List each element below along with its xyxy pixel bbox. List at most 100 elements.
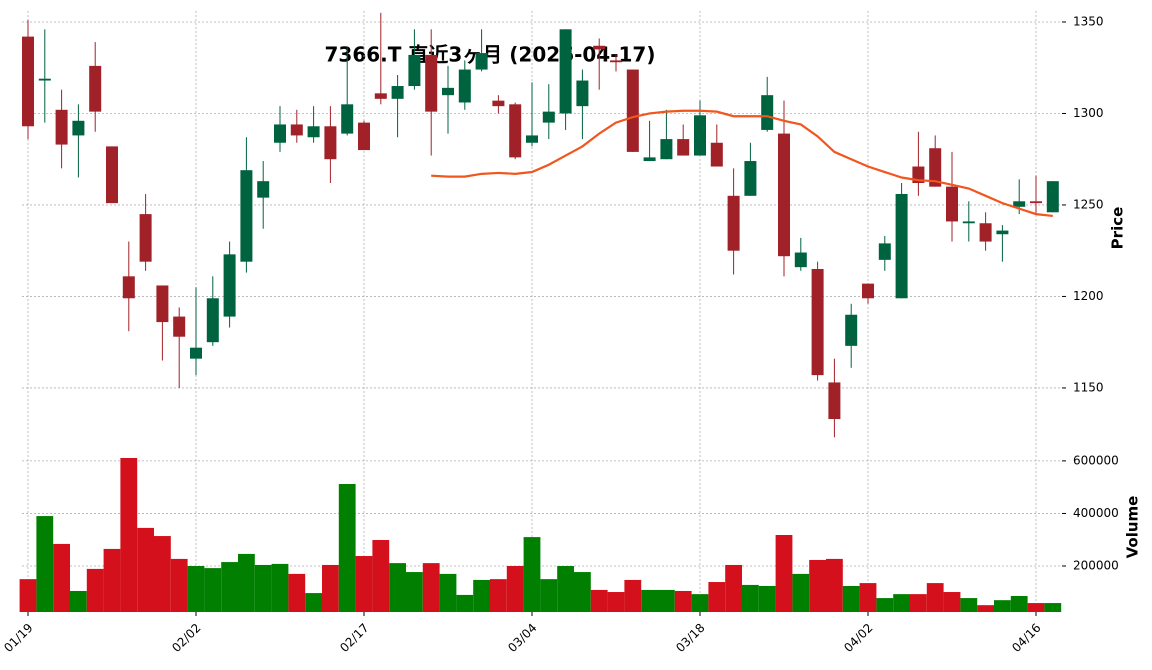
candle-body — [660, 139, 673, 160]
candle-body — [694, 115, 706, 156]
candle-body — [509, 104, 522, 158]
candle-body — [408, 54, 421, 87]
candle-body — [492, 100, 505, 107]
candle-body — [374, 93, 387, 99]
volume-bar — [758, 585, 776, 612]
candle-body — [358, 122, 370, 151]
candle-body — [761, 95, 774, 130]
y-tick-label: 1150 — [1073, 380, 1104, 394]
candle-body — [862, 283, 874, 299]
candle-body — [55, 109, 68, 145]
candle-body — [576, 80, 589, 107]
y-axis-label: Volume — [1124, 496, 1142, 559]
volume-bar — [103, 548, 121, 612]
candle-body — [1013, 201, 1026, 207]
candle-body — [22, 36, 34, 127]
y-tick-label: 1350 — [1073, 14, 1104, 28]
volume-bar — [876, 598, 894, 612]
candle-body — [996, 230, 1009, 235]
volume-bar — [288, 573, 306, 612]
volume-bar — [725, 564, 742, 612]
y-tick-label: 1200 — [1073, 289, 1104, 303]
candle-body — [442, 87, 454, 96]
candle-body — [895, 193, 908, 299]
chart-title: 7366.T 直近3ヶ月 (2026-04-17) — [325, 43, 656, 67]
volume-bar — [590, 589, 608, 612]
candle-body — [811, 269, 824, 376]
volume-bar — [893, 594, 910, 612]
volume-bar — [910, 594, 927, 612]
candle-body — [677, 139, 690, 156]
volume-bar — [826, 558, 843, 612]
volume-bar — [691, 594, 709, 612]
y-tick-label: 1250 — [1073, 197, 1104, 211]
volume-bar — [120, 457, 138, 612]
candle-body — [38, 78, 51, 81]
candle-body — [626, 69, 639, 152]
moving-average-line — [431, 109, 1053, 218]
volume-bar — [1044, 603, 1062, 612]
y-tick-label: 1300 — [1073, 106, 1104, 120]
volume-bar — [322, 564, 339, 612]
volume-bar — [540, 579, 558, 612]
volume-bar — [574, 572, 591, 612]
candle-body — [710, 142, 723, 167]
volume-bar — [137, 527, 154, 612]
volume-bar — [506, 566, 524, 612]
y-tick-label: 400000 — [1073, 506, 1119, 520]
volume-bar — [204, 568, 222, 612]
candle-body — [559, 29, 572, 114]
candle-body — [122, 276, 135, 299]
x-tick-label: 02/17 — [337, 621, 371, 655]
volume-bar — [456, 594, 474, 612]
candle-body — [458, 69, 471, 103]
volume-bar — [641, 589, 658, 612]
volume-bar — [624, 579, 642, 612]
candle-body — [979, 223, 992, 242]
volume-bar — [775, 534, 793, 612]
candle-body — [290, 124, 303, 136]
volume-bar — [708, 582, 726, 612]
candle-body — [139, 214, 152, 262]
x-tick-label: 01/19 — [1, 621, 35, 655]
volume-bar — [473, 579, 490, 612]
candle-body — [324, 126, 337, 160]
volume-bar — [389, 563, 406, 612]
candle-body — [643, 157, 656, 162]
volume-bar — [271, 563, 289, 612]
volume-bar — [238, 553, 255, 612]
volume-bar — [221, 562, 238, 612]
candle-body — [257, 181, 270, 198]
candle-body — [391, 86, 404, 99]
volume-bar — [977, 605, 994, 612]
volume-bar — [305, 593, 322, 612]
x-tick-label: 04/02 — [841, 621, 875, 655]
y-axis-label: Price — [1109, 207, 1127, 250]
y-tick-label: 600000 — [1073, 453, 1119, 467]
volume-bar — [86, 568, 104, 612]
candle-body — [475, 53, 488, 70]
x-tick-label: 03/04 — [505, 621, 539, 655]
candle-body — [794, 252, 807, 268]
volume-bar — [523, 537, 541, 612]
volume-bar — [792, 573, 810, 612]
candle-body — [190, 347, 202, 359]
volume-bar — [53, 543, 70, 612]
x-tick-label: 02/02 — [169, 621, 203, 655]
candle-body — [156, 285, 169, 323]
volume-bar — [1010, 595, 1028, 612]
candle-body — [341, 104, 354, 134]
candle-body — [929, 148, 942, 187]
volume-bar — [607, 592, 625, 612]
volume-bar — [406, 572, 423, 612]
candle-body — [878, 243, 891, 260]
volume-bar — [742, 584, 759, 612]
candle-body — [593, 45, 606, 50]
candle-body — [307, 126, 320, 138]
x-tick-label: 04/16 — [1009, 621, 1043, 655]
volume-bar — [338, 484, 356, 612]
volume-bar — [842, 585, 860, 612]
candle-body — [240, 170, 253, 262]
candle-body — [173, 316, 186, 337]
